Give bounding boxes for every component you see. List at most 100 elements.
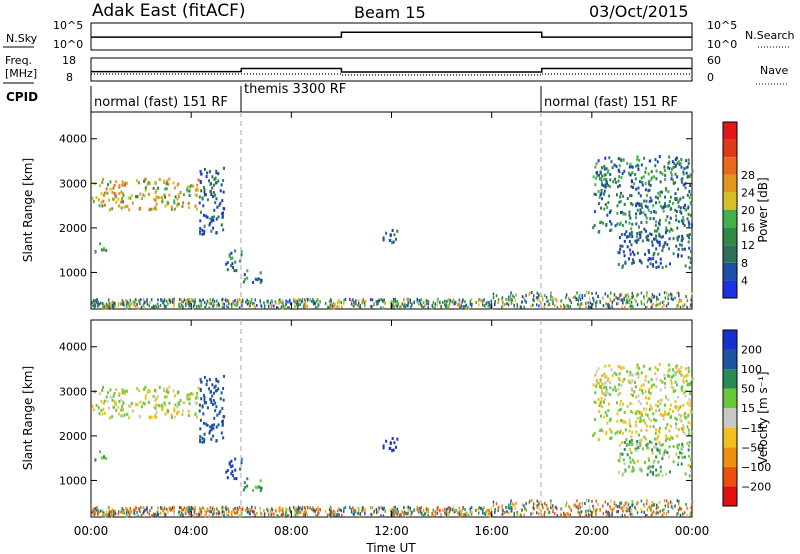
colorbar-cell — [723, 139, 737, 158]
velocity-pixel — [100, 408, 103, 412]
power-pixel — [416, 300, 419, 304]
power-pixel — [215, 197, 218, 201]
velocity-pixel — [109, 416, 112, 420]
velocity-pixel — [172, 508, 174, 512]
power-pixel — [314, 301, 316, 305]
nsky-tick-top: 10^5 — [53, 19, 83, 32]
velocity-pixel — [501, 512, 504, 516]
velocity-pixel — [667, 398, 670, 402]
power-pixel — [644, 166, 647, 170]
power-pixel — [182, 300, 185, 304]
velocity-pixel — [584, 501, 586, 505]
power-pixel — [690, 250, 693, 254]
power-pixel — [153, 197, 156, 201]
power-pixel — [663, 165, 666, 169]
power-pixel — [425, 302, 428, 306]
x-axis-label: Time UT — [365, 541, 416, 554]
power-pixel — [600, 182, 603, 186]
velocity-pixel — [217, 423, 220, 427]
power-pixel — [157, 196, 160, 200]
velocity-pixel — [677, 408, 680, 412]
velocity-pixel — [98, 412, 101, 416]
velocity-pixel — [95, 403, 98, 407]
power-pixel — [651, 243, 654, 247]
power-pixel — [657, 226, 660, 230]
power-pixel — [196, 207, 199, 211]
velocity-pixel — [371, 506, 374, 510]
power-pixel — [118, 184, 121, 188]
velocity-pixel — [228, 462, 231, 466]
power-pixel — [114, 301, 116, 305]
velocity-pixel — [301, 505, 304, 509]
power-pixel — [287, 300, 289, 304]
velocity-pixel — [635, 443, 638, 447]
power-pixel — [636, 303, 639, 307]
power-pixel — [212, 215, 215, 219]
power-pixel — [336, 305, 339, 309]
velocity-pixel — [246, 510, 249, 514]
power-pixel — [623, 305, 626, 309]
velocity-pixel — [485, 509, 488, 513]
y-tick-label: 1000 — [59, 266, 87, 279]
freq-panel: Freq. [MHz] 18 8 60 0 Nave — [3, 54, 788, 85]
velocity-pixel — [102, 407, 105, 411]
power-pixel — [631, 250, 634, 254]
power-pixel — [108, 302, 111, 306]
power-pixel — [679, 299, 681, 303]
velocity-pixel — [676, 462, 679, 466]
velocity-pixel — [355, 510, 357, 514]
velocity-pixel — [605, 510, 607, 514]
colorbar-cell — [723, 486, 737, 506]
velocity-pixel — [172, 512, 175, 516]
velocity-pixel — [153, 513, 156, 517]
velocity-pixel — [154, 512, 157, 516]
power-pixel — [464, 306, 467, 310]
power-pixel — [516, 302, 518, 306]
power-pixel — [616, 211, 619, 215]
velocity-pixel — [635, 430, 638, 434]
power-pixel — [364, 299, 367, 303]
velocity-pixel — [656, 505, 658, 509]
power-pixel — [199, 181, 202, 185]
power-pixel — [127, 303, 130, 307]
velocity-pixel — [210, 437, 213, 441]
velocity-pixel — [635, 507, 637, 511]
velocity-pixel — [654, 431, 657, 435]
power-pixel — [453, 302, 455, 306]
power-pixel — [667, 247, 670, 251]
velocity-pixel — [488, 510, 491, 514]
velocity-pixel — [208, 429, 211, 433]
velocity-pixel — [144, 508, 146, 512]
velocity-pixel — [407, 512, 409, 516]
power-pixel — [635, 204, 638, 208]
velocity-pixel — [444, 507, 446, 511]
velocity-pixel — [245, 508, 247, 512]
power-pixel — [304, 302, 306, 306]
velocity-pixel — [640, 384, 643, 388]
power-pixel — [138, 207, 141, 211]
power-pixel — [550, 294, 552, 298]
power-pixel — [689, 303, 692, 307]
velocity-pixel — [613, 371, 616, 375]
velocity-pixel — [511, 506, 513, 510]
power-pixel — [655, 299, 658, 303]
velocity-pixel — [636, 365, 639, 369]
velocity-pixel — [627, 379, 630, 383]
velocity-pixel — [135, 506, 138, 510]
velocity-pixel — [254, 513, 256, 517]
velocity-pixel — [128, 513, 131, 517]
power-pixel — [234, 260, 237, 264]
power-pixel — [681, 234, 684, 238]
power-pixel — [684, 264, 687, 268]
velocity-pixel — [392, 505, 395, 509]
velocity-pixel — [115, 408, 118, 412]
velocity-pixel — [603, 375, 606, 379]
power-pixel — [687, 206, 690, 210]
power-pixel — [194, 193, 197, 197]
power-pixel — [667, 297, 669, 301]
power-pixel — [109, 180, 112, 184]
power-pixel — [658, 200, 661, 204]
velocity-pixel — [187, 409, 190, 413]
velocity-pixel — [661, 443, 664, 447]
